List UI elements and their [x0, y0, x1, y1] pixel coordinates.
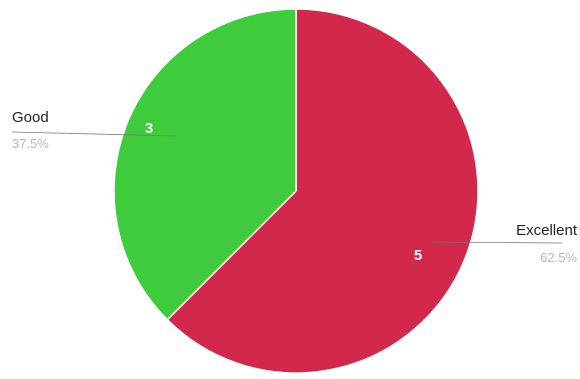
excellent-leader-line	[431, 241, 563, 244]
good-percent-label: 37.5%	[12, 136, 49, 151]
pie-slice-good	[113, 8, 297, 321]
pie-slice-excellent	[166, 8, 479, 374]
good-category-label: Good	[12, 109, 49, 126]
good-slice-value: 3	[145, 120, 153, 137]
excellent-slice-value: 5	[414, 247, 422, 264]
good-leader-line	[11, 131, 177, 137]
excellent-percent-label: 62.5%	[540, 250, 577, 265]
excellent-category-label: Excellent	[516, 222, 578, 239]
pie-slices	[113, 8, 479, 374]
